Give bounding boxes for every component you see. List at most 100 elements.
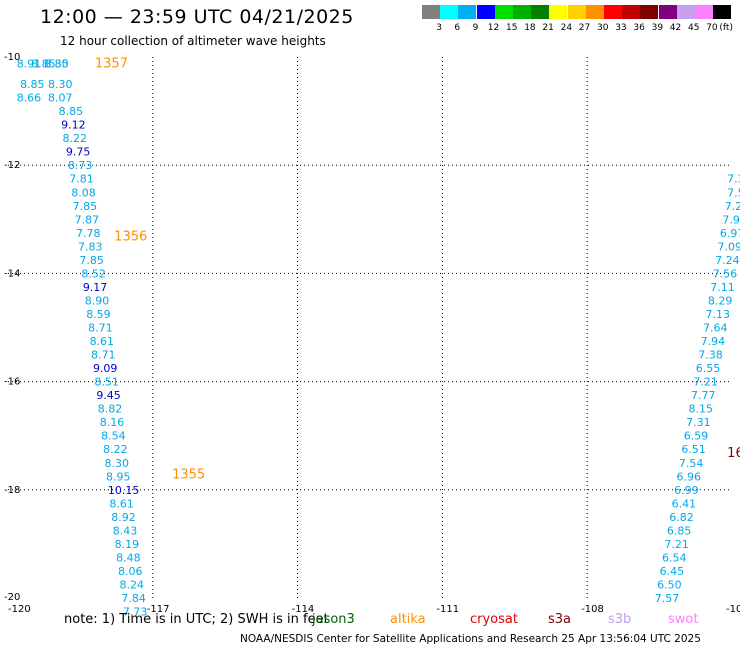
swh-value-label: 7.85 [73,200,98,213]
scale-label: 21 [542,23,554,33]
scale-swatch [513,5,531,19]
swh-value-label: 8.30 [105,457,129,470]
page-title: 12:00 — 23:59 UTC 04/21/2025 [40,6,354,28]
note-text: note: 1) Time is in UTC; 2) SWH is in fe… [64,612,329,627]
scale-label: 36 [633,23,645,33]
scale-label: 18 [524,23,536,33]
swh-value-label: 7.21 [725,200,740,213]
scale-swatch [494,5,513,19]
y-tick-label: -16 [4,377,20,388]
y-tick-label: -20 [4,592,20,603]
swh-value-label: 8.30 [48,78,73,91]
scale-label: 42 [669,23,682,33]
swh-value-label: 8.08 [71,186,96,199]
swh-value-label: 6.99 [674,484,699,497]
swh-value-label: 8.43 [113,524,138,537]
swh-value-label: 8.07 [48,92,73,105]
swh-value-label: 7.81 [69,173,94,186]
satellite-legend-cryosat: cryosat [470,612,518,627]
swh-value-label: 6.85 [667,524,692,537]
swh-value-label: 7.21 [693,376,718,389]
scale-swatch [658,5,677,19]
swh-value-label: 6.59 [684,430,709,443]
swh-value-label: 7.24 [715,254,740,267]
x-tick-label: -105 [726,604,740,615]
scale-label: 15 [506,23,518,33]
swh-value-label: 7.77 [691,389,716,402]
swh-value-label: 7.13 [705,308,730,321]
y-tick-label: -18 [4,485,20,496]
swh-value-label: 8.92 [111,511,136,524]
scale-unit: (ft) [719,23,733,33]
page-subtitle: 12 hour collection of altimeter wave hei… [60,34,326,48]
swh-value-label: 7.84 [121,592,146,605]
scale-label: 9 [472,23,479,33]
x-tick-label: -120 [8,604,31,615]
swh-value-label: 8.59 [86,308,111,321]
swh-value-label: 6.41 [672,497,697,510]
swh-value-label: 7.56 [713,267,738,280]
swh-value-label: 8.66 [17,92,42,105]
swh-value-label: 9.45 [96,389,121,402]
swh-value-label: 6.45 [660,565,685,578]
satellite-legend-s3a: s3a [548,612,572,627]
y-tick-label: -14 [4,268,20,279]
swh-value-label: 8.16 [100,416,125,429]
swh-value-label: 7.38 [698,349,723,362]
scale-swatch [476,5,495,19]
swh-value-label: 7.11 [710,281,735,294]
scale-swatch [640,5,659,19]
x-tick-label: -111 [436,604,459,615]
swh-value-label: 8.48 [116,551,141,564]
swh-value-label: 6.51 [681,443,706,456]
scale-label: 39 [651,23,664,33]
swh-value-label: 7.09 [718,240,740,253]
scale-label: 70 [706,23,718,33]
scale-label: 30 [597,23,609,33]
swh-value-label: 7.85 [79,254,104,267]
swh-value-label: 7.21 [664,538,689,551]
swh-value-label: 8.91 [17,57,42,70]
swh-value-label: 6.50 [657,578,682,591]
scale-swatch [458,5,477,19]
swh-value-label: 8.22 [103,443,128,456]
footer-credit: NOAA/NESDIS Center for Satellite Applica… [240,633,701,645]
swh-value-label: 8.85 [31,57,56,70]
pass-time-label: 1356 [114,230,147,245]
swh-value-label: 8.85 [20,78,45,91]
swh-value-label: 8.52 [81,267,106,280]
scale-swatch [622,5,641,19]
swh-value-label: 8.61 [109,497,134,510]
swh-value-label: 8.22 [63,132,88,145]
swh-value-label: 6.96 [676,470,701,483]
swh-value-label: 8.15 [689,403,714,416]
swh-value-label: 7.83 [78,240,103,253]
swh-value-label: 8.51 [94,376,119,389]
scale-label: 24 [560,23,573,33]
swh-value-label: 9.09 [93,362,118,375]
scale-label: 12 [487,23,500,33]
y-tick-label: -12 [4,160,20,171]
swh-value-label: 8.73 [68,159,93,172]
pass-time-label: 1357 [95,56,128,71]
swh-value-label: 7.54 [679,457,704,470]
swh-value-label: 7.73 [123,606,148,619]
scale-swatch [531,5,550,19]
swh-value-label: 6.82 [669,511,694,524]
swh-value-label: 8.71 [88,322,113,335]
swh-value-label: 7.31 [686,416,711,429]
scale-label: 27 [578,23,591,33]
satellite-legend-swot: swot [668,612,699,627]
scale-swatch [549,5,568,19]
swh-value-label: 8.95 [106,470,130,483]
swh-value-label: 8.82 [98,403,123,416]
x-tick-label: -108 [581,604,604,615]
x-tick-label: -114 [292,604,315,615]
scale-label: 3 [436,23,442,33]
scale-swatch [567,5,586,19]
swh-value-label: 8.85 [59,105,84,118]
swh-value-label: 10.15 [108,484,140,497]
swh-value-label: 8.90 [85,294,110,307]
swh-value-label: 8.24 [119,578,144,591]
swh-value-label: 8.85 [44,57,68,70]
